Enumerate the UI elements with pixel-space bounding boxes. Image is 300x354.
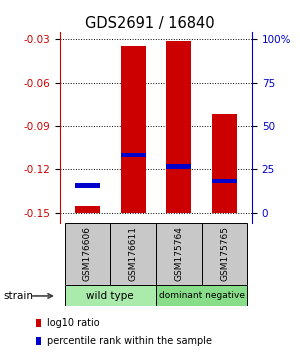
Text: GSM175765: GSM175765 (220, 227, 229, 281)
Bar (156, 223, 202, 285)
Bar (156, 285, 248, 306)
Bar (212, 179, 237, 183)
Text: GSM175764: GSM175764 (174, 227, 183, 281)
Text: dominant negative: dominant negative (159, 291, 245, 300)
Text: strain: strain (3, 291, 33, 301)
Bar (75, 183, 100, 188)
Text: wild type: wild type (86, 291, 134, 301)
Text: log10 ratio: log10 ratio (47, 318, 100, 328)
Bar (166, 41, 191, 213)
Bar (64, 285, 156, 306)
Bar (36, 337, 41, 345)
Bar (121, 153, 146, 157)
Text: GSM176611: GSM176611 (129, 227, 138, 281)
Text: GSM176606: GSM176606 (83, 227, 92, 281)
Bar (121, 46, 146, 213)
Bar (166, 164, 191, 169)
Bar (36, 319, 41, 327)
Bar (75, 206, 100, 213)
Bar (212, 114, 237, 213)
Bar (110, 223, 156, 285)
Bar (202, 223, 248, 285)
Text: percentile rank within the sample: percentile rank within the sample (47, 336, 212, 346)
Text: GDS2691 / 16840: GDS2691 / 16840 (85, 16, 215, 31)
Bar (64, 223, 110, 285)
